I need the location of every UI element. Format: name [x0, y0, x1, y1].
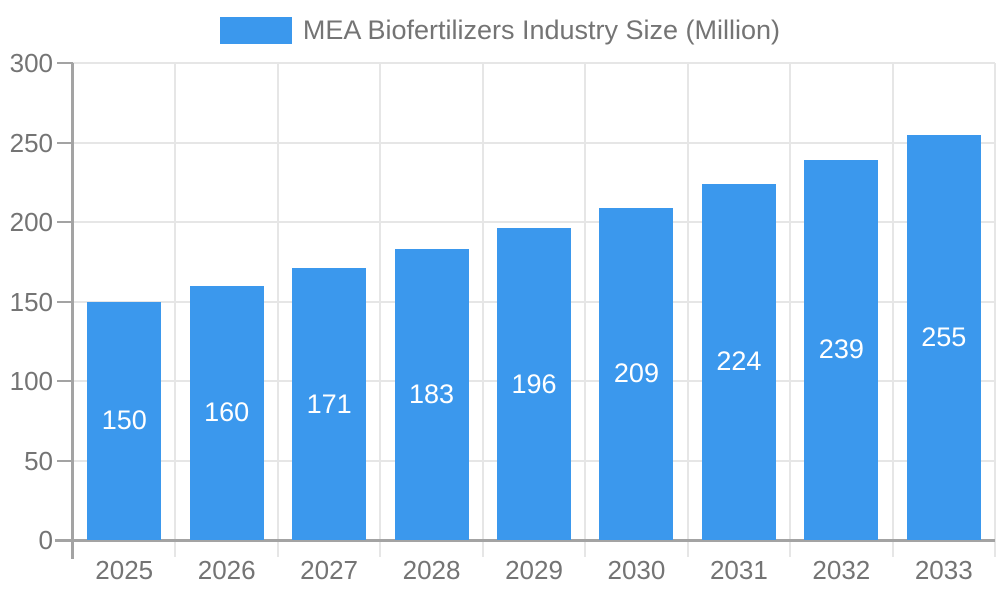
plot-area: 0 50 100 150 200 250 300 150 2025 160 2026 171 2027 1…: [10, 50, 996, 583]
x-tick-label: 2031: [709, 555, 768, 585]
y-gridline: [73, 62, 995, 64]
x-gridline: [379, 63, 382, 557]
bar[interactable]: 150: [87, 301, 162, 540]
x-gridline: [174, 63, 177, 557]
bar-value-label: 183: [409, 379, 455, 409]
x-tick-label: 2026: [197, 555, 256, 585]
x-gridline: [584, 63, 587, 557]
y-tick-mark: [57, 221, 73, 223]
y-tick-mark: [57, 300, 73, 303]
y-tick-label: 200: [9, 207, 53, 237]
legend-label: MEA Biofertilizers Industry Size (Millio…: [302, 15, 781, 45]
bar[interactable]: 209: [599, 207, 674, 540]
x-gridline: [481, 63, 484, 557]
x-tick-label: 2032: [812, 555, 871, 585]
y-tick-label: 50: [24, 445, 53, 476]
bar-value-label: 209: [613, 358, 659, 389]
x-tick-label: 2029: [505, 555, 563, 585]
x-tick-label: 2027: [300, 555, 359, 585]
y-tick-mark: [57, 380, 73, 382]
y-axis-line: [71, 63, 74, 559]
y-tick-mark: [57, 459, 73, 462]
x-tick-label: 2030: [607, 555, 666, 585]
bar-value-label: 224: [716, 346, 762, 377]
x-gridline: [994, 63, 996, 557]
bar[interactable]: 196: [497, 228, 571, 540]
y-gridline: [73, 141, 995, 144]
bar-value-label: 171: [306, 388, 352, 419]
bar[interactable]: 224: [701, 183, 776, 540]
bar-value-label: 196: [511, 368, 557, 399]
y-tick-mark: [57, 62, 73, 64]
y-tick-label: 150: [9, 286, 53, 317]
bar[interactable]: 183: [394, 249, 469, 540]
x-tick-label: 2028: [402, 555, 461, 585]
x-tick-label: 2025: [95, 555, 154, 585]
legend[interactable]: MEA Biofertilizers Industry Size (Millio…: [0, 17, 1000, 44]
bar-value-label: 255: [921, 321, 967, 352]
y-tick-label: 250: [9, 127, 53, 158]
y-tick-label: 300: [9, 48, 53, 78]
bar-value-label: 150: [101, 405, 147, 436]
x-gridline: [891, 63, 894, 557]
y-tick-label: 0: [38, 525, 53, 555]
y-tick-label: 100: [9, 366, 53, 396]
bar[interactable]: 171: [292, 268, 367, 540]
x-tick-label: 2033: [914, 555, 973, 585]
bar[interactable]: 255: [906, 134, 981, 540]
legend-swatch-icon: [219, 17, 292, 44]
x-gridline: [276, 63, 279, 557]
y-gridline: [73, 221, 995, 223]
bar-value-label: 160: [204, 397, 250, 428]
x-gridline: [789, 63, 792, 557]
bar[interactable]: 160: [189, 285, 264, 540]
x-axis-line: [55, 539, 995, 542]
bar-value-label: 239: [818, 334, 864, 365]
y-tick-mark: [57, 141, 73, 144]
x-gridline: [686, 63, 689, 557]
bar[interactable]: 239: [804, 159, 879, 540]
